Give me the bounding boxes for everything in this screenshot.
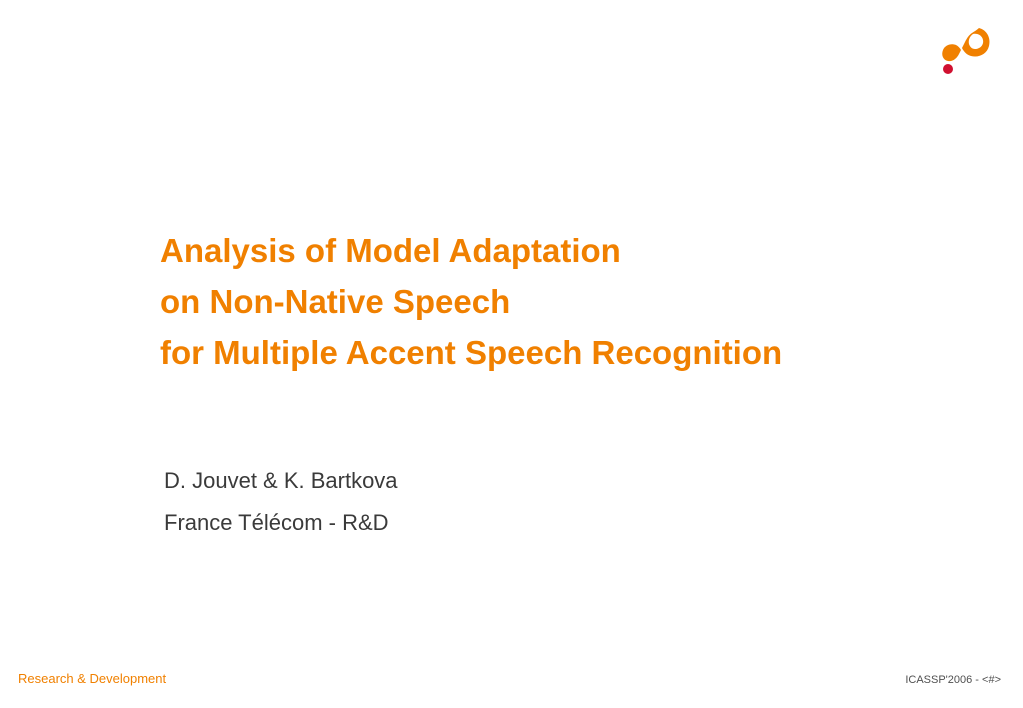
title-block: Analysis of Model Adaptation on Non-Nati… [160,225,940,378]
footer-right: ICASSP'2006 - <#> [905,674,1001,686]
ampersand-logo [937,22,993,78]
title-line-1: Analysis of Model Adaptation [160,225,940,276]
title-line-3: for Multiple Accent Speech Recognition [160,327,940,378]
author-block: D. Jouvet & K. Bartkova France Télécom -… [164,460,398,544]
title-line-2: on Non-Native Speech [160,276,940,327]
author-affiliation: France Télécom - R&D [164,502,398,544]
author-names: D. Jouvet & K. Bartkova [164,460,398,502]
footer-left: Research & Development [18,671,166,686]
slide: Analysis of Model Adaptation on Non-Nati… [0,0,1023,708]
